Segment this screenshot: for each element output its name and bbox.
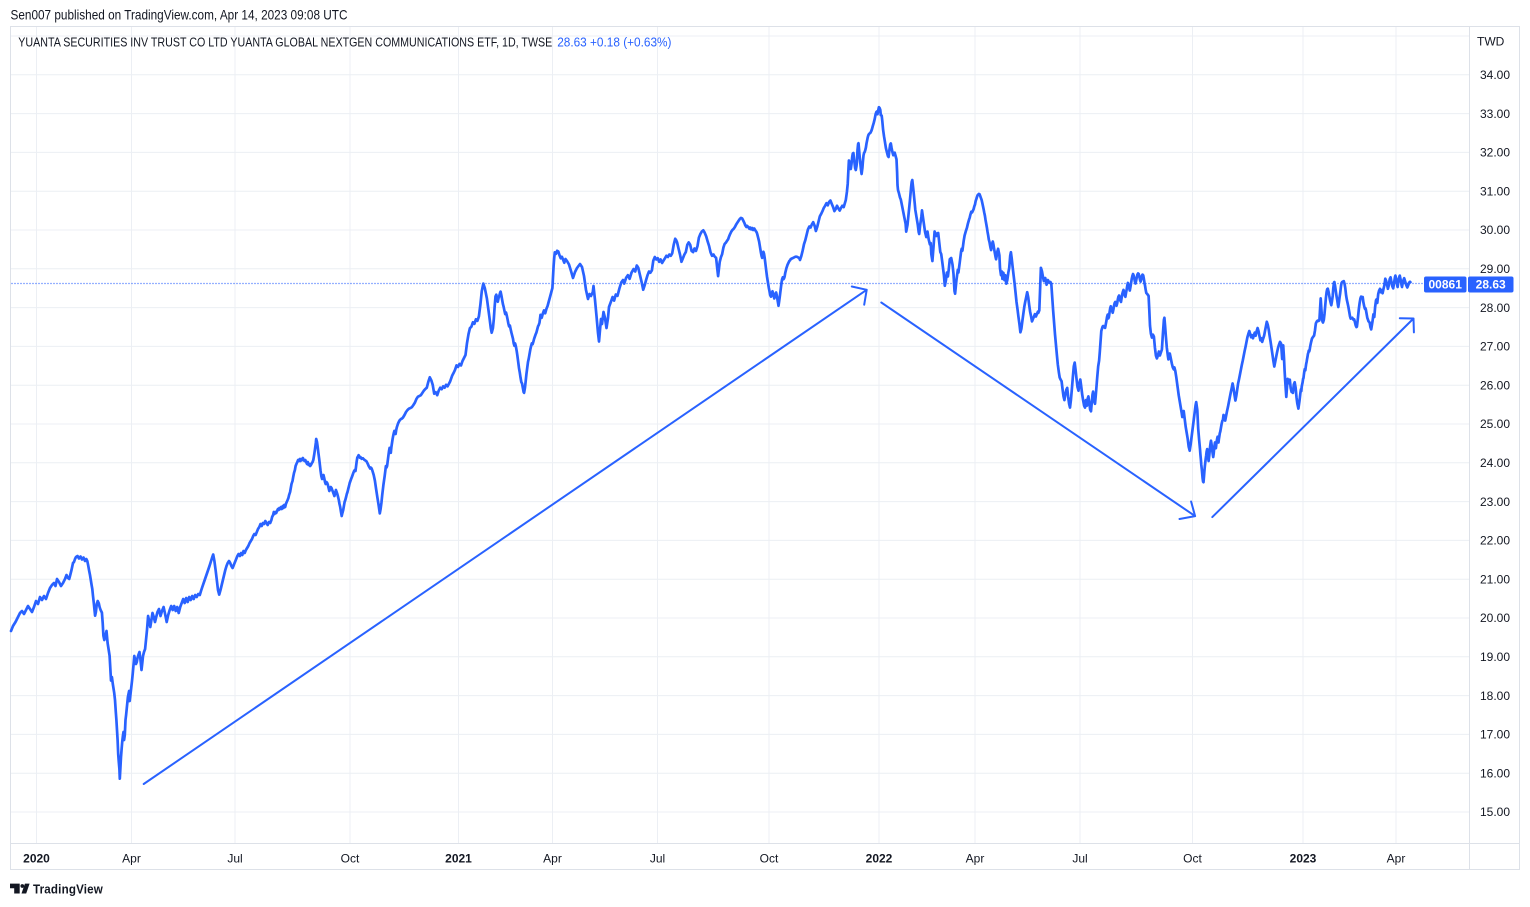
svg-text:29.00: 29.00	[1480, 262, 1510, 276]
svg-text:Oct: Oct	[760, 852, 779, 866]
svg-text:Apr: Apr	[966, 852, 985, 866]
svg-text:27.00: 27.00	[1480, 340, 1510, 354]
svg-text:Oct: Oct	[341, 852, 360, 866]
svg-text:28.63: 28.63	[1476, 278, 1506, 292]
svg-text:34.00: 34.00	[1480, 68, 1510, 82]
svg-text:Apr: Apr	[1387, 852, 1406, 866]
svg-text:00861: 00861	[1429, 278, 1463, 292]
svg-text:23.00: 23.00	[1480, 495, 1510, 509]
svg-text:28.00: 28.00	[1480, 301, 1510, 315]
svg-text:32.00: 32.00	[1480, 146, 1510, 160]
svg-text:Jul: Jul	[227, 852, 242, 866]
svg-text:2021: 2021	[445, 852, 472, 866]
svg-text:Jul: Jul	[650, 852, 665, 866]
svg-text:33.00: 33.00	[1480, 107, 1510, 121]
svg-text:2020: 2020	[23, 852, 50, 866]
svg-text:Sen007 published on TradingVie: Sen007 published on TradingView.com, Apr…	[11, 7, 348, 23]
svg-text:25.00: 25.00	[1480, 417, 1510, 431]
svg-text:28.63 +0.18 (+0.63%): 28.63 +0.18 (+0.63%)	[557, 35, 671, 50]
svg-text:18.00: 18.00	[1480, 689, 1510, 703]
svg-text:31.00: 31.00	[1480, 184, 1510, 198]
svg-text:Jul: Jul	[1072, 852, 1087, 866]
svg-text:TWD: TWD	[1477, 35, 1505, 49]
svg-text:2023: 2023	[1290, 852, 1317, 866]
svg-text:22.00: 22.00	[1480, 534, 1510, 548]
svg-text:24.00: 24.00	[1480, 456, 1510, 470]
svg-text:15.00: 15.00	[1480, 805, 1510, 819]
svg-text:YUANTA SECURITIES INV TRUST CO: YUANTA SECURITIES INV TRUST CO LTD YUANT…	[18, 35, 552, 50]
svg-text:Apr: Apr	[543, 852, 562, 866]
svg-text:17.00: 17.00	[1480, 728, 1510, 742]
svg-text:26.00: 26.00	[1480, 378, 1510, 392]
svg-text:20.00: 20.00	[1480, 611, 1510, 625]
svg-text:19.00: 19.00	[1480, 650, 1510, 664]
svg-text:16.00: 16.00	[1480, 766, 1510, 780]
svg-text:30.00: 30.00	[1480, 223, 1510, 237]
svg-text:Oct: Oct	[1183, 852, 1202, 866]
svg-text:2022: 2022	[866, 852, 893, 866]
svg-text:21.00: 21.00	[1480, 572, 1510, 586]
svg-text:Apr: Apr	[122, 852, 141, 866]
svg-text:TradingView: TradingView	[33, 882, 104, 897]
